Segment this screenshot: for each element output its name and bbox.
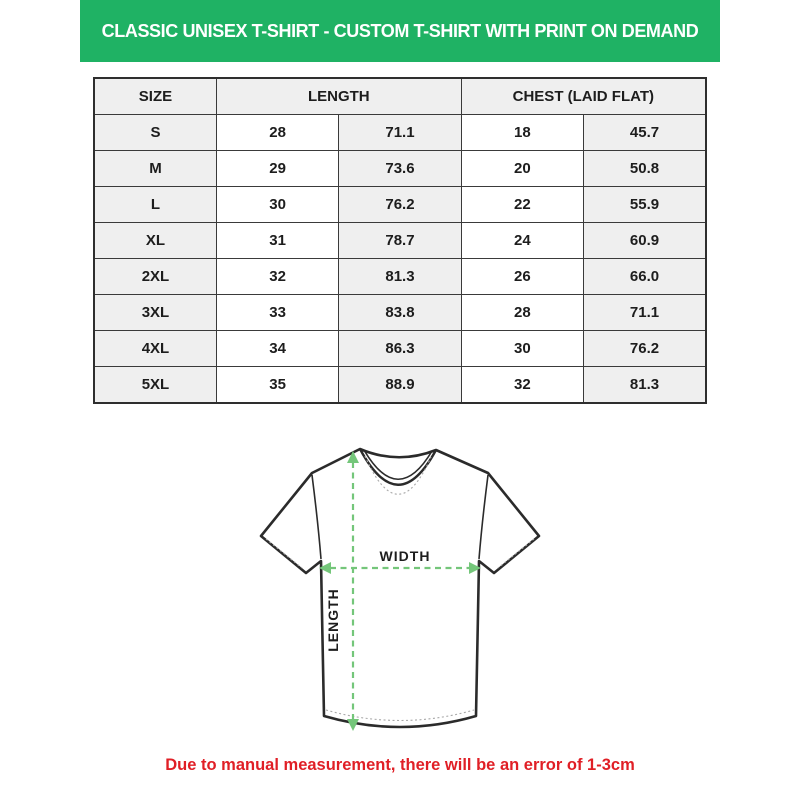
size-cell: 4XL [93, 330, 217, 367]
length-cm-cell: 81.3 [338, 258, 462, 295]
collar-outer [358, 448, 438, 486]
measurement-note: Due to manual measurement, there will be… [165, 756, 635, 774]
length-in-cell: 32 [215, 258, 340, 295]
table-row: S 28 71.1 18 45.7 [93, 114, 707, 151]
chest-cm-cell: 66.0 [583, 258, 707, 295]
size-cell: XL [93, 222, 217, 259]
left-sleeve-seam [311, 474, 322, 560]
collar-inner [363, 449, 433, 480]
width-arrow [319, 562, 481, 574]
size-cell: L [93, 186, 217, 223]
size-chart-table: SIZE LENGTH CHEST (LAID FLAT) S 28 71.1 … [93, 77, 707, 404]
title-banner: CLASSIC UNISEX T-SHIRT - CUSTOM T-SHIRT … [80, 0, 720, 62]
tshirt-outline [259, 447, 541, 729]
table-row: 4XL 34 86.3 30 76.2 [93, 330, 707, 367]
length-cm-cell: 78.7 [338, 222, 462, 259]
page-title: CLASSIC UNISEX T-SHIRT - CUSTOM T-SHIRT … [101, 20, 699, 41]
hem-stitch-line [325, 709, 475, 721]
length-in-cell: 34 [215, 330, 340, 367]
chest-in-cell: 28 [460, 294, 585, 331]
length-cm-cell: 71.1 [338, 114, 462, 151]
length-in-cell: 33 [215, 294, 340, 331]
length-cm-cell: 86.3 [338, 330, 462, 367]
length-in-cell: 31 [215, 222, 340, 259]
size-cell: 2XL [93, 258, 217, 295]
length-arrow [347, 451, 359, 731]
size-cell: M [93, 150, 217, 187]
length-cm-cell: 83.8 [338, 294, 462, 331]
chest-in-cell: 32 [460, 366, 585, 404]
chest-cm-cell: 71.1 [583, 294, 707, 331]
table-row: M 29 73.6 20 50.8 [93, 150, 707, 187]
size-header: SIZE [93, 77, 217, 115]
right-cuff-stitch-line [497, 538, 535, 569]
length-header: LENGTH [215, 77, 462, 115]
table-row: 5XL 35 88.9 32 81.3 [93, 366, 707, 404]
header-row: SIZE LENGTH CHEST (LAID FLAT) [93, 77, 707, 115]
length-in-cell: 35 [215, 366, 340, 404]
right-sleeve-seam [478, 474, 489, 560]
size-chart-container: SIZE LENGTH CHEST (LAID FLAT) S 28 71.1 … [93, 77, 707, 404]
length-in-cell: 29 [215, 150, 340, 187]
tshirt-diagram: WIDTH LENGTH [259, 447, 541, 731]
length-cm-cell: 88.9 [338, 366, 462, 404]
length-label: LENGTH [325, 588, 341, 652]
chest-cm-cell: 76.2 [583, 330, 707, 367]
chest-in-cell: 26 [460, 258, 585, 295]
chest-in-cell: 22 [460, 186, 585, 223]
size-cell: S [93, 114, 217, 151]
size-cell: 3XL [93, 294, 217, 331]
table-row: XL 31 78.7 24 60.9 [93, 222, 707, 259]
chest-in-cell: 24 [460, 222, 585, 259]
left-cuff-stitch-line [265, 538, 303, 569]
chest-in-cell: 18 [460, 114, 585, 151]
table-row: 2XL 32 81.3 26 66.0 [93, 258, 707, 295]
chest-cm-cell: 50.8 [583, 150, 707, 187]
table-row: 3XL 33 83.8 28 71.1 [93, 294, 707, 331]
chest-header: CHEST (LAID FLAT) [460, 77, 707, 115]
chest-cm-cell: 60.9 [583, 222, 707, 259]
chest-cm-cell: 55.9 [583, 186, 707, 223]
chest-cm-cell: 45.7 [583, 114, 707, 151]
chest-in-cell: 30 [460, 330, 585, 367]
length-cm-cell: 76.2 [338, 186, 462, 223]
length-in-cell: 28 [215, 114, 340, 151]
length-cm-cell: 73.6 [338, 150, 462, 187]
width-label: WIDTH [380, 548, 431, 564]
chest-in-cell: 20 [460, 150, 585, 187]
size-cell: 5XL [93, 366, 217, 404]
table-row: L 30 76.2 22 55.9 [93, 186, 707, 223]
length-in-cell: 30 [215, 186, 340, 223]
chest-cm-cell: 81.3 [583, 366, 707, 404]
